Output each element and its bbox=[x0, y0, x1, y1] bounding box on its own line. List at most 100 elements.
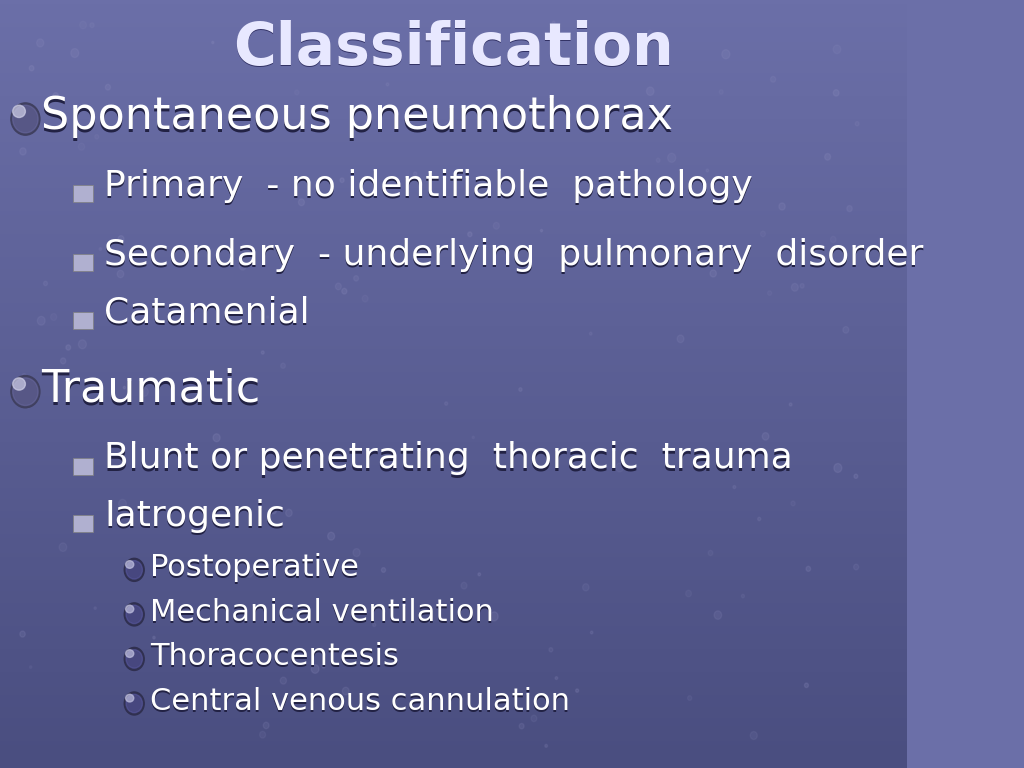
Ellipse shape bbox=[342, 288, 347, 294]
Ellipse shape bbox=[761, 231, 766, 237]
Ellipse shape bbox=[281, 677, 287, 684]
Ellipse shape bbox=[668, 153, 676, 162]
Ellipse shape bbox=[53, 93, 58, 98]
Ellipse shape bbox=[12, 105, 38, 133]
Ellipse shape bbox=[741, 594, 744, 598]
Ellipse shape bbox=[575, 689, 579, 692]
Text: Primary  - no identifiable  pathology: Primary - no identifiable pathology bbox=[104, 171, 753, 205]
Ellipse shape bbox=[373, 623, 376, 627]
Ellipse shape bbox=[19, 631, 26, 637]
Ellipse shape bbox=[71, 48, 79, 58]
Ellipse shape bbox=[854, 474, 858, 478]
Ellipse shape bbox=[336, 283, 341, 290]
Ellipse shape bbox=[37, 39, 44, 47]
Ellipse shape bbox=[519, 723, 524, 729]
Ellipse shape bbox=[722, 50, 730, 59]
Ellipse shape bbox=[414, 172, 417, 176]
Text: Classification: Classification bbox=[233, 20, 674, 77]
Ellipse shape bbox=[60, 358, 66, 364]
Ellipse shape bbox=[381, 568, 386, 572]
Text: Thoracocentesis: Thoracocentesis bbox=[150, 644, 398, 674]
Text: Secondary  - underlying  pulmonary  disorder: Secondary - underlying pulmonary disorde… bbox=[104, 240, 924, 274]
Ellipse shape bbox=[555, 677, 558, 680]
Ellipse shape bbox=[90, 23, 94, 28]
Ellipse shape bbox=[126, 694, 134, 702]
Ellipse shape bbox=[806, 566, 811, 571]
Text: Traumatic: Traumatic bbox=[41, 370, 260, 413]
Ellipse shape bbox=[119, 499, 126, 508]
Ellipse shape bbox=[790, 403, 792, 406]
Ellipse shape bbox=[468, 232, 472, 237]
Ellipse shape bbox=[854, 564, 859, 570]
Text: Spontaneous pneumothorax: Spontaneous pneumothorax bbox=[41, 95, 673, 138]
Ellipse shape bbox=[281, 363, 286, 369]
Ellipse shape bbox=[11, 376, 40, 408]
Text: Postoperative: Postoperative bbox=[150, 553, 358, 582]
Ellipse shape bbox=[59, 543, 67, 551]
Ellipse shape bbox=[153, 636, 156, 639]
Ellipse shape bbox=[519, 388, 522, 392]
Ellipse shape bbox=[78, 143, 85, 151]
Ellipse shape bbox=[260, 731, 265, 738]
Ellipse shape bbox=[834, 45, 841, 54]
Ellipse shape bbox=[266, 316, 268, 318]
Ellipse shape bbox=[270, 507, 276, 514]
Ellipse shape bbox=[140, 387, 148, 396]
Ellipse shape bbox=[126, 605, 142, 624]
Ellipse shape bbox=[44, 281, 47, 286]
FancyBboxPatch shape bbox=[74, 458, 93, 475]
Ellipse shape bbox=[242, 262, 246, 266]
Ellipse shape bbox=[707, 169, 709, 172]
Ellipse shape bbox=[834, 464, 842, 472]
Text: Postoperative: Postoperative bbox=[150, 555, 358, 584]
Ellipse shape bbox=[12, 378, 26, 390]
Ellipse shape bbox=[286, 509, 292, 517]
Text: Blunt or penetrating  thoracic  trauma: Blunt or penetrating thoracic trauma bbox=[104, 444, 793, 478]
Ellipse shape bbox=[830, 237, 836, 243]
Ellipse shape bbox=[126, 650, 134, 657]
Ellipse shape bbox=[105, 84, 111, 90]
Ellipse shape bbox=[583, 584, 589, 591]
Ellipse shape bbox=[30, 65, 34, 71]
Ellipse shape bbox=[117, 270, 124, 278]
Ellipse shape bbox=[353, 548, 360, 557]
Text: Spontaneous pneumothorax: Spontaneous pneumothorax bbox=[41, 98, 673, 141]
Text: Central venous cannulation: Central venous cannulation bbox=[150, 689, 569, 718]
Ellipse shape bbox=[494, 223, 500, 229]
Ellipse shape bbox=[545, 744, 548, 747]
Ellipse shape bbox=[341, 48, 347, 55]
Ellipse shape bbox=[714, 611, 722, 619]
Ellipse shape bbox=[656, 158, 660, 162]
Ellipse shape bbox=[490, 612, 498, 621]
Ellipse shape bbox=[478, 573, 480, 576]
FancyBboxPatch shape bbox=[74, 185, 93, 202]
Ellipse shape bbox=[843, 326, 849, 333]
Text: Traumatic: Traumatic bbox=[41, 368, 260, 411]
Ellipse shape bbox=[124, 558, 144, 581]
Text: Primary  - no identifiable  pathology: Primary - no identifiable pathology bbox=[104, 169, 753, 203]
Ellipse shape bbox=[590, 333, 592, 335]
Ellipse shape bbox=[212, 41, 214, 44]
Ellipse shape bbox=[531, 715, 537, 722]
Ellipse shape bbox=[779, 203, 785, 210]
Ellipse shape bbox=[323, 664, 326, 668]
Ellipse shape bbox=[11, 103, 40, 135]
Ellipse shape bbox=[123, 386, 126, 389]
Ellipse shape bbox=[99, 247, 101, 250]
Ellipse shape bbox=[94, 607, 96, 610]
Ellipse shape bbox=[12, 378, 38, 406]
Ellipse shape bbox=[126, 561, 134, 568]
Ellipse shape bbox=[762, 432, 769, 440]
Text: Central venous cannulation: Central venous cannulation bbox=[150, 687, 569, 716]
Ellipse shape bbox=[751, 731, 758, 740]
Ellipse shape bbox=[549, 647, 553, 652]
Ellipse shape bbox=[126, 605, 134, 613]
Ellipse shape bbox=[677, 335, 684, 343]
Ellipse shape bbox=[800, 283, 804, 288]
Text: Secondary  - underlying  pulmonary  disorder: Secondary - underlying pulmonary disorde… bbox=[104, 238, 924, 272]
Ellipse shape bbox=[591, 631, 593, 634]
Ellipse shape bbox=[187, 700, 189, 703]
Ellipse shape bbox=[791, 501, 796, 506]
Ellipse shape bbox=[215, 694, 219, 698]
Text: Mechanical ventilation: Mechanical ventilation bbox=[150, 598, 494, 627]
